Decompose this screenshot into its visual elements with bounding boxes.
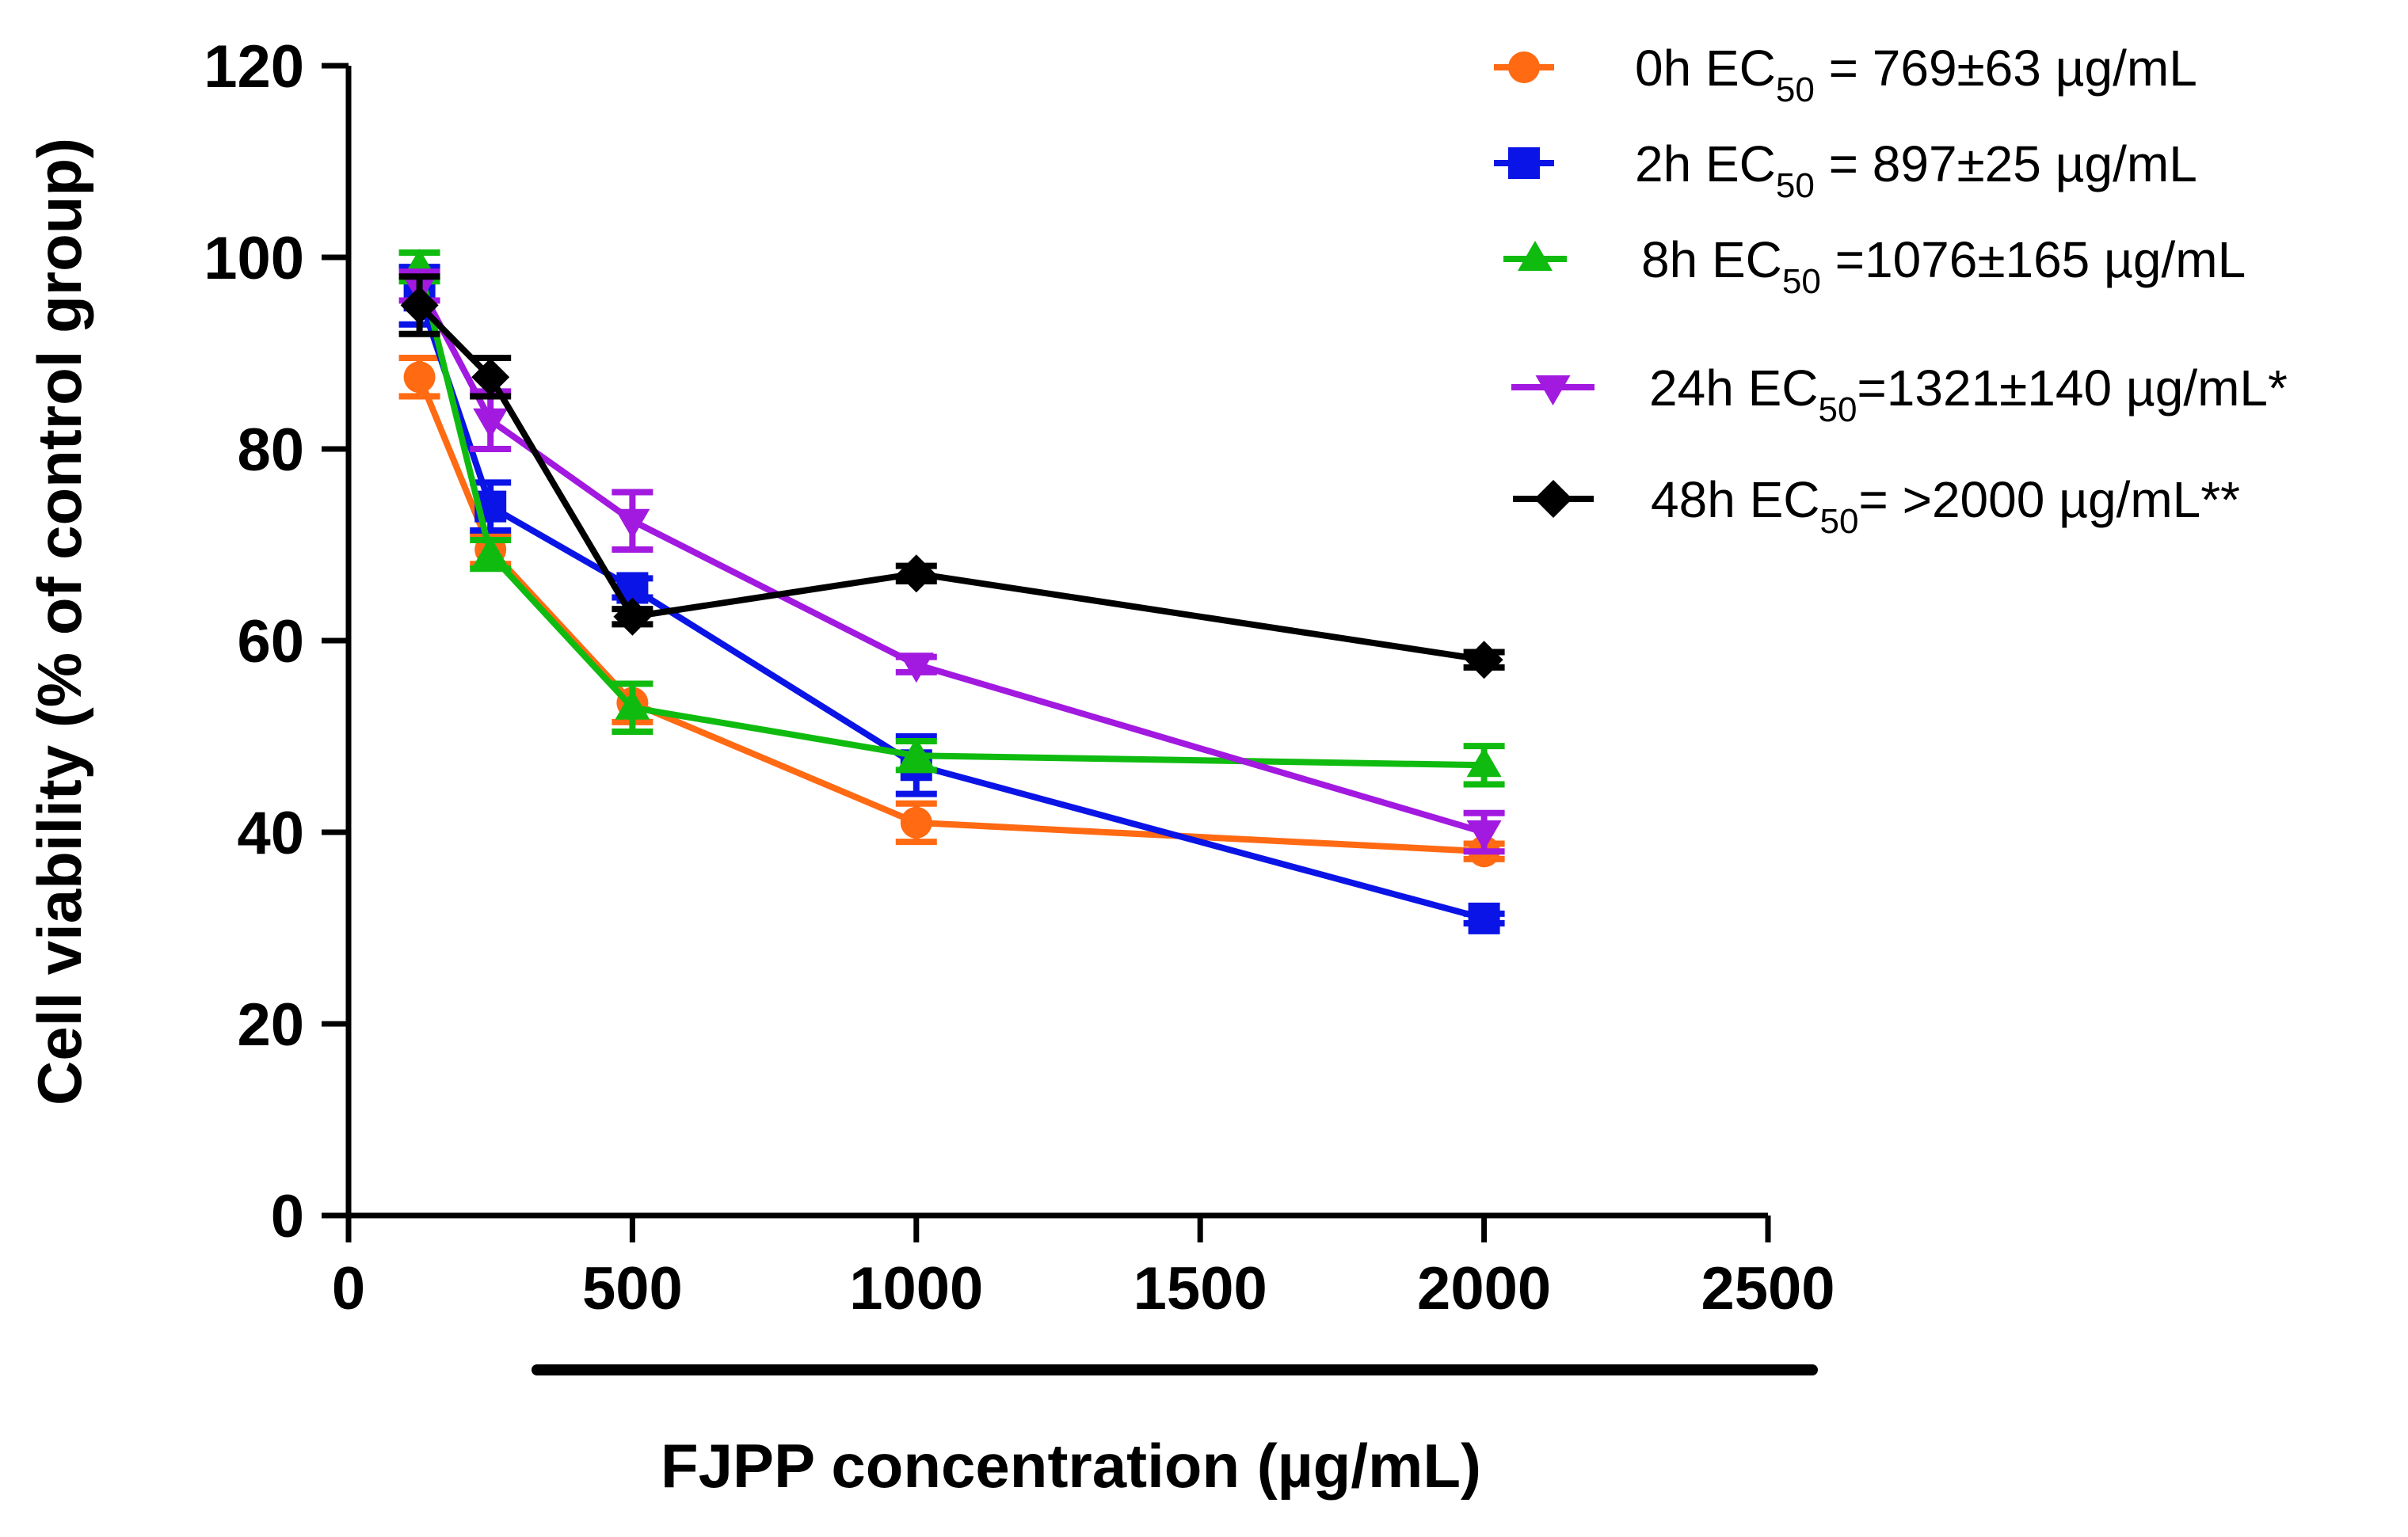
legend-label-suffix: = 897±25 µg/mL xyxy=(1815,135,2197,192)
legend-swatch-marker xyxy=(1508,51,1540,83)
data-point xyxy=(403,361,436,394)
data-point xyxy=(898,737,934,768)
legend-swatch-marker xyxy=(1518,241,1553,271)
legend-label-suffix: =1076±165 µg/mL xyxy=(1821,231,2246,288)
y-axis-title: Cell viability (% of control group) xyxy=(25,138,94,1105)
x-tick-label: 500 xyxy=(582,1255,683,1322)
data-point xyxy=(898,652,934,683)
legend-label-prefix: 8h EC xyxy=(1641,231,1782,288)
data-point xyxy=(471,358,510,397)
series-line xyxy=(416,266,1484,769)
legend-label-subscript: 50 xyxy=(1782,262,1821,301)
axes: 0 20 40 60 80 100 120 0 500 1000 1500 2000 2500 xyxy=(204,33,1835,1322)
data-point xyxy=(613,597,652,636)
data-point xyxy=(473,408,509,439)
legend-swatch-marker xyxy=(1508,147,1540,179)
y-tick-label: 120 xyxy=(204,33,304,101)
y-tick-label: 0 xyxy=(271,1183,304,1250)
data-point xyxy=(1466,747,1502,778)
series-2 xyxy=(398,249,1505,788)
data-point xyxy=(400,286,439,325)
x-tick-label: 1000 xyxy=(849,1255,983,1322)
data-point xyxy=(616,572,649,604)
data-point xyxy=(1466,820,1502,850)
legend-label-suffix: = 769±63 µg/mL xyxy=(1815,40,2197,97)
x-axis-title: FJPP concentration (µg/mL) xyxy=(661,1431,1481,1501)
data-point xyxy=(615,689,650,720)
y-tick-label: 80 xyxy=(237,417,304,484)
legend-entry-3: 24h EC50=1321±140 µg/mL* xyxy=(1511,360,2288,429)
legend-label-prefix: 0h EC xyxy=(1635,40,1776,97)
data-point xyxy=(897,554,935,593)
data-point xyxy=(473,536,509,567)
legend-label-prefix: 2h EC xyxy=(1635,135,1776,192)
legend-entry-1: 2h EC50 = 897±25 µg/mL xyxy=(1494,135,2197,205)
series-layer xyxy=(398,249,1505,934)
legend-label: 0h EC50 = 769±63 µg/mL xyxy=(1635,40,2197,109)
y-tick-label: 100 xyxy=(204,225,304,292)
x-tick-label: 1500 xyxy=(1134,1255,1267,1322)
legend-label-subscript: 50 xyxy=(1819,502,1858,541)
legend-label-suffix: = >2000 µg/mL** xyxy=(1858,471,2240,528)
legend-label: 24h EC50=1321±140 µg/mL* xyxy=(1649,360,2288,429)
data-point xyxy=(900,806,932,839)
data-point xyxy=(1465,641,1503,679)
legend-label-subscript: 50 xyxy=(1818,390,1857,429)
legend-label-prefix: 48h EC xyxy=(1651,471,1819,528)
x-tick-label: 0 xyxy=(332,1255,365,1322)
legend-entry-2: 8h EC50 =1076±165 µg/mL xyxy=(1503,231,2246,301)
y-tick-label: 40 xyxy=(237,800,304,867)
series-4 xyxy=(398,273,1505,679)
legend-entry-4: 48h EC50= >2000 µg/mL** xyxy=(1513,471,2240,541)
legend-label-subscript: 50 xyxy=(1776,70,1815,109)
y-tick-label: 20 xyxy=(237,991,304,1059)
legend-swatch-marker xyxy=(1535,375,1571,405)
y-tick-label: 60 xyxy=(237,608,304,675)
legend-entry-0: 0h EC50 = 769±63 µg/mL xyxy=(1494,40,2197,109)
legend-label: 8h EC50 =1076±165 µg/mL xyxy=(1641,231,2246,301)
x-tick-label: 2500 xyxy=(1701,1255,1835,1322)
x-tick-label: 2000 xyxy=(1417,1255,1551,1322)
legend-label-subscript: 50 xyxy=(1776,166,1815,205)
data-point xyxy=(615,508,650,539)
legend-label-suffix: =1321±140 µg/mL* xyxy=(1857,360,2288,417)
legend-swatch-marker xyxy=(1534,480,1572,518)
series-1 xyxy=(398,264,1505,934)
series-line xyxy=(416,375,1484,855)
legend-label: 48h EC50= >2000 µg/mL** xyxy=(1651,471,2240,541)
legend-label-prefix: 24h EC xyxy=(1649,360,1818,417)
data-point xyxy=(1468,902,1500,934)
legend-label: 2h EC50 = 897±25 µg/mL xyxy=(1635,135,2197,205)
